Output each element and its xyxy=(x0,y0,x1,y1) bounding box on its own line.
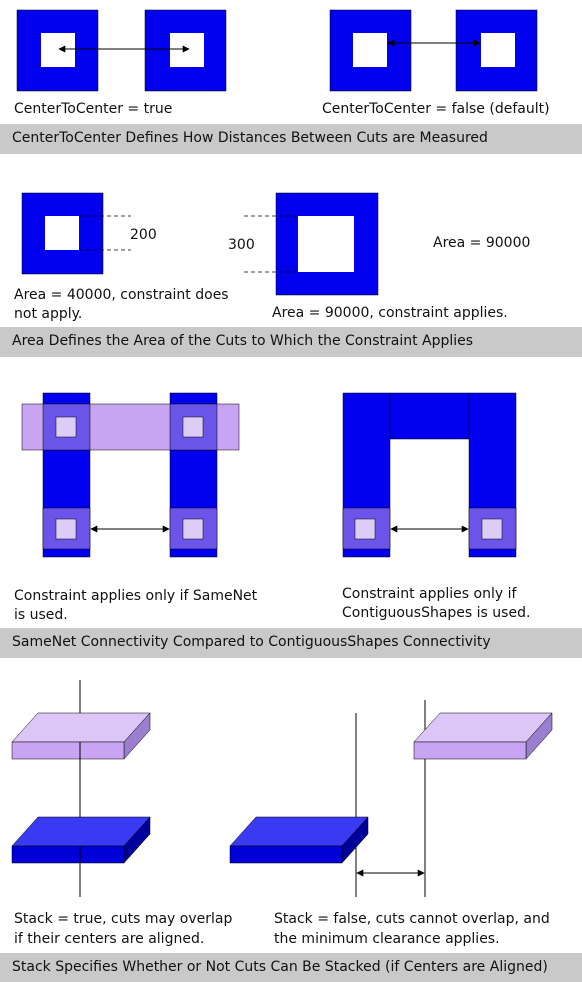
cut-bottom-left xyxy=(55,518,77,540)
stack-false-caption-line1: Stack = false, cuts cannot overlap, and xyxy=(274,911,550,927)
stack-true-diagram xyxy=(11,680,151,897)
upper-plate-front xyxy=(11,741,125,760)
section-band: Area Defines the Area of the Cuts to Whi… xyxy=(0,327,582,357)
cut-top-left xyxy=(55,416,77,438)
contiguous-shapes-diagram xyxy=(342,392,517,558)
center-to-center-true-diagram xyxy=(16,9,227,92)
upper-plate-front xyxy=(413,741,527,760)
cut-right xyxy=(170,33,204,67)
section-band: Stack Specifies Whether or Not Cuts Can … xyxy=(0,953,582,982)
lower-plate-front xyxy=(229,845,343,864)
cut-top-right xyxy=(182,416,204,438)
section-title: Area Defines the Area of the Cuts to Whi… xyxy=(12,333,474,349)
contiguous-caption-line2: ContiguousShapes is used. xyxy=(342,605,531,621)
section-title: SameNet Connectivity Compared to Contigu… xyxy=(12,634,491,650)
cut-left xyxy=(41,33,75,67)
lower-plate-front xyxy=(11,845,125,864)
stack-false-diagram xyxy=(229,700,553,897)
small-area-caption-line2: not apply. xyxy=(14,306,83,322)
section-band: CenterToCenter Defines How Distances Bet… xyxy=(0,124,582,154)
section-title: Stack Specifies Whether or Not Cuts Can … xyxy=(12,959,548,975)
stack-true-caption-line2: if their centers are aligned. xyxy=(14,931,205,947)
small-cut-area-diagram xyxy=(21,192,131,275)
center-to-center-true-caption: CenterToCenter = true xyxy=(14,101,173,117)
stack-true-caption-line1: Stack = true, cuts may overlap xyxy=(14,911,233,927)
cut-large xyxy=(298,216,354,272)
samenet-caption-line1: Constraint applies only if SameNet xyxy=(14,588,258,604)
contiguous-caption-line1: Constraint applies only if xyxy=(342,586,517,602)
cut-right xyxy=(481,518,503,540)
large-cut-area-diagram xyxy=(244,192,379,296)
cut-small xyxy=(45,216,79,250)
samenet-caption-line2: is used. xyxy=(14,607,68,623)
large-area-caption: Area = 90000, constraint applies. xyxy=(272,305,508,321)
small-area-caption-line1: Area = 40000, constraint does xyxy=(14,287,229,303)
area-label: Area = 90000 xyxy=(433,235,531,251)
cut-region-top-right xyxy=(169,403,218,451)
cut-bottom-right xyxy=(182,518,204,540)
stack-false-caption-line2: the minimum clearance applies. xyxy=(274,931,500,947)
section-title: CenterToCenter Defines How Distances Bet… xyxy=(12,130,488,146)
cut-left xyxy=(353,33,387,67)
dimension-label-200: 200 xyxy=(130,227,157,243)
center-to-center-false-diagram xyxy=(329,9,538,92)
cut-left xyxy=(354,518,376,540)
dimension-label-300: 300 xyxy=(228,237,255,253)
samenet-diagram xyxy=(21,392,240,558)
cut-right xyxy=(481,33,515,67)
center-to-center-false-caption: CenterToCenter = false (default) xyxy=(322,101,550,117)
section-band: SameNet Connectivity Compared to Contigu… xyxy=(0,628,582,658)
